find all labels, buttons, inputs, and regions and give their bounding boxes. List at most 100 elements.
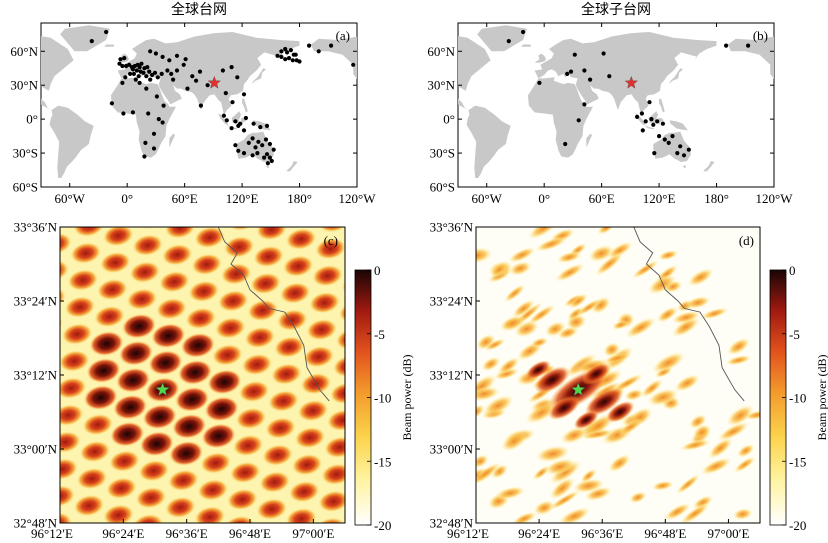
continents-b <box>458 25 828 178</box>
map-panel-a: 全球台网 (a) 60°W 0° 60°E 120°E 180° 120°W 60°N 30… <box>10 1 377 206</box>
beam-lobe <box>103 504 134 523</box>
station-point <box>265 161 270 166</box>
beam-lobe <box>132 514 164 523</box>
beam-lobe <box>232 434 264 457</box>
y-tick-label: 33°00′N <box>430 442 474 457</box>
beam-lobe <box>200 452 232 474</box>
station-point <box>250 136 255 141</box>
x-tick-label: 60°W <box>471 191 502 206</box>
station-point <box>297 59 302 64</box>
y-tick-label: 33°36′N <box>430 220 474 235</box>
beam-lobe <box>335 328 345 351</box>
beam-lobe <box>60 512 72 523</box>
beam-lobe <box>640 378 664 398</box>
beam-lobe <box>224 515 255 523</box>
station-point <box>290 58 295 63</box>
station-point <box>229 65 234 70</box>
beam-d-x-ticks: 96°12′E 96°24′E 96°36′E 96°48′E 97°00′E <box>447 519 749 541</box>
beam-lobe <box>549 477 575 500</box>
beam-lobe <box>175 387 209 412</box>
station-point <box>130 67 135 72</box>
beam-lobe <box>76 467 108 490</box>
station-point <box>316 49 321 54</box>
beam-lobe <box>83 385 118 410</box>
beam-lobe <box>597 227 616 235</box>
beam-lobe <box>476 374 497 398</box>
station-point <box>635 114 640 119</box>
station-point <box>104 29 109 35</box>
beam-lobe <box>82 413 114 436</box>
beam-lobe <box>64 296 96 318</box>
station-point <box>190 74 195 79</box>
x-tick-label: 120°W <box>339 191 377 206</box>
continent-1 <box>811 106 828 178</box>
station-point <box>152 70 158 75</box>
colorbar-c: 0 -5 -10 -15 -20 Beam power (dB) <box>354 263 414 533</box>
continent-4 <box>534 32 717 116</box>
station-point <box>151 146 157 151</box>
beam-lobe <box>148 350 183 376</box>
station-point <box>127 62 132 67</box>
continent-0 <box>311 36 357 80</box>
beam-lobe <box>508 247 536 263</box>
station-point <box>224 118 229 123</box>
beam-lobe <box>657 249 679 261</box>
beam-lobe <box>142 404 177 430</box>
beam-lobe <box>500 430 528 452</box>
beam-main-lobe <box>605 400 635 423</box>
station-point <box>123 75 128 80</box>
beam-lobe <box>110 421 145 447</box>
station-point <box>262 155 267 160</box>
beam-lobe <box>207 369 242 395</box>
beam-lobe <box>60 458 78 480</box>
beam-lobe <box>164 227 196 239</box>
beam-lobe <box>692 495 714 510</box>
continent-2 <box>477 25 527 52</box>
beam-lobe <box>204 396 239 422</box>
continent-17 <box>286 161 298 172</box>
continent-9 <box>266 165 269 168</box>
station-point <box>652 151 657 156</box>
x-tick-label: 96°12′E <box>447 526 489 541</box>
beam-lobe <box>576 298 602 316</box>
x-tick-label: 0° <box>121 191 133 206</box>
y-tick-label: 33°00′N <box>14 442 58 457</box>
beam-lobe <box>484 338 506 351</box>
beam-lobe <box>132 234 164 256</box>
beam-lobe <box>499 314 527 332</box>
beam-lobe <box>135 487 167 509</box>
beam-lobe <box>244 326 276 349</box>
continent-14 <box>658 118 664 125</box>
beam-lobe <box>511 511 537 523</box>
station-point <box>241 92 247 97</box>
station-point <box>246 140 251 145</box>
colorbar-tick-label: 0 <box>374 263 381 278</box>
y-tick-label: 33°24′N <box>430 294 474 309</box>
colorbar-tick-label: -5 <box>374 327 385 342</box>
station-point <box>167 58 172 63</box>
beam-lobe <box>181 333 215 358</box>
station-point <box>601 51 606 56</box>
beam-lobe <box>60 232 72 255</box>
colorbar-tick-label: -20 <box>374 518 391 533</box>
station-point <box>588 77 593 82</box>
beam-lobe <box>309 291 340 314</box>
beam-lobe <box>279 282 311 304</box>
beam-lobe <box>332 355 345 378</box>
beam-lobe <box>344 247 345 270</box>
beam-lobe <box>241 353 273 376</box>
station-point <box>205 83 210 88</box>
station-point <box>142 154 147 159</box>
continent-2 <box>822 25 828 51</box>
beam-lobe <box>607 454 631 473</box>
beam-lobe <box>138 460 170 482</box>
beam-lobe <box>733 456 756 473</box>
station-point <box>134 68 139 73</box>
map-a-y-ticks: 60°N 30°N 0° 30°S 60°S <box>10 44 357 195</box>
station-point <box>582 102 587 107</box>
x-tick-label: 96°36′E <box>581 526 623 541</box>
beam-lobe <box>554 263 585 282</box>
beam-lobe <box>544 321 566 337</box>
beam-lobe <box>535 445 571 463</box>
beam-lobe <box>680 502 710 523</box>
